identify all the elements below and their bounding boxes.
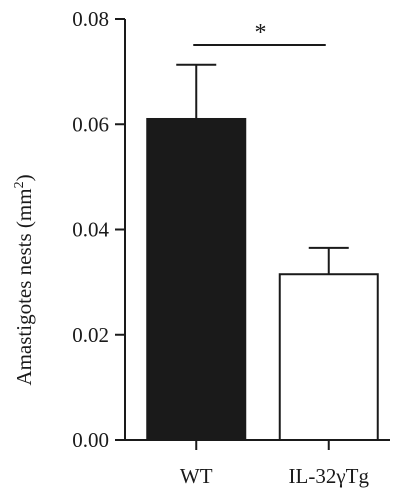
- significance-star: *: [255, 20, 267, 46]
- y-tick-label: 0.08: [72, 7, 109, 31]
- bars: [146, 117, 379, 442]
- y-tick-label: 0.00: [72, 428, 109, 452]
- x-category-label: WT: [180, 464, 213, 488]
- x-category-label: IL-32γTg: [289, 464, 370, 488]
- y-axis-title: Amastigotes nests (mm2): [12, 174, 36, 385]
- y-tick-label: 0.04: [72, 218, 109, 242]
- y-tick-label: 0.02: [72, 323, 109, 347]
- significance-annotation: *: [193, 20, 326, 46]
- error-bars: [176, 63, 349, 275]
- y-axis: 0.00 0.02 0.04 0.06 0.08: [72, 7, 126, 452]
- y-tick-label: 0.06: [72, 112, 109, 136]
- bar-2: [278, 273, 379, 442]
- x-axis: WT IL-32γTg: [125, 439, 390, 488]
- bar-1: [146, 117, 247, 442]
